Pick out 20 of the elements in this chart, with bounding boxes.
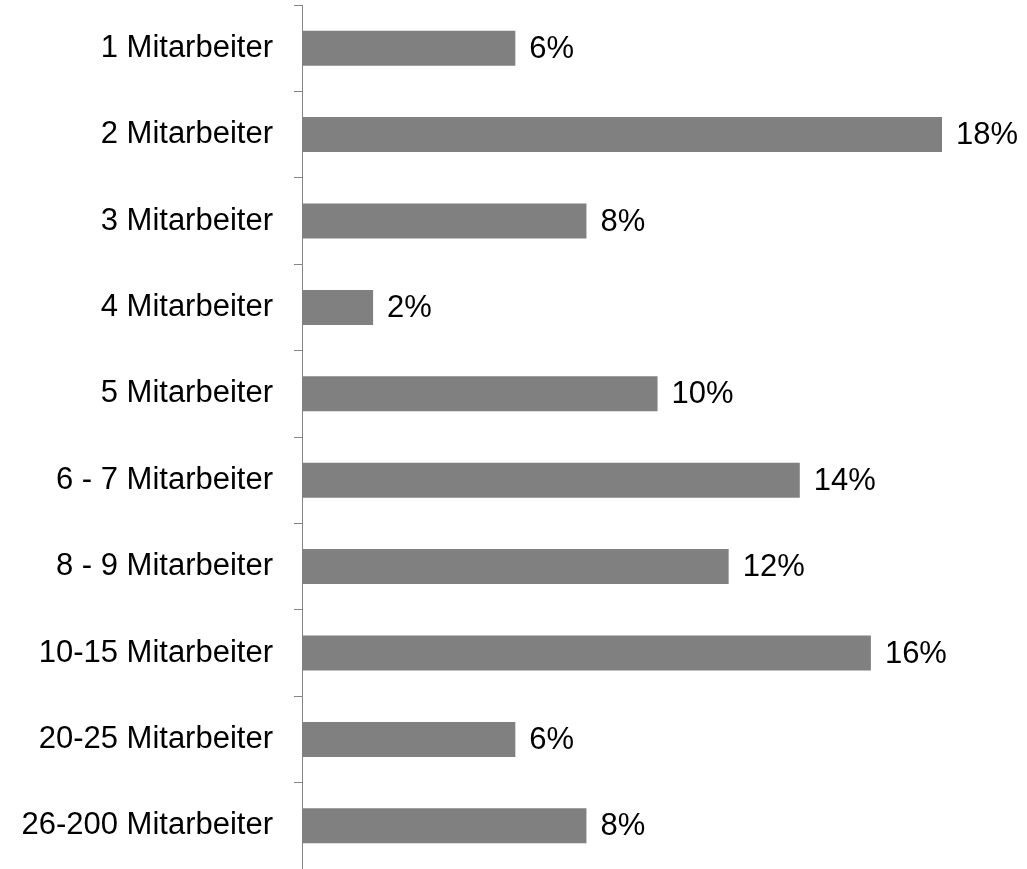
y-tick-label: 20-25 Mitarbeiter [38, 719, 273, 755]
data-label: 12% [742, 548, 805, 584]
data-label: 6% [529, 29, 575, 65]
data-label: 16% [884, 634, 947, 670]
data-label: 8% [600, 202, 646, 238]
data-label: 6% [529, 720, 575, 756]
y-tick-label: 1 Mitarbeiter [100, 28, 273, 64]
y-tick-label: 5 Mitarbeiter [100, 374, 273, 410]
y-tick-label: 26-200 Mitarbeiter [21, 806, 273, 842]
y-tick-label: 6 - 7 Mitarbeiter [55, 460, 273, 496]
data-label: 8% [600, 807, 646, 843]
y-tick-label: 2 Mitarbeiter [100, 115, 273, 151]
y-tick-label: 3 Mitarbeiter [100, 201, 273, 237]
y-tick-label: 4 Mitarbeiter [100, 287, 273, 323]
data-label: 18% [956, 116, 1019, 152]
y-tick-label: 8 - 9 Mitarbeiter [55, 547, 273, 583]
y-tick-label: 10-15 Mitarbeiter [38, 633, 273, 669]
data-label: 10% [671, 375, 734, 411]
data-label: 14% [813, 461, 876, 497]
data-label: 2% [387, 288, 432, 324]
